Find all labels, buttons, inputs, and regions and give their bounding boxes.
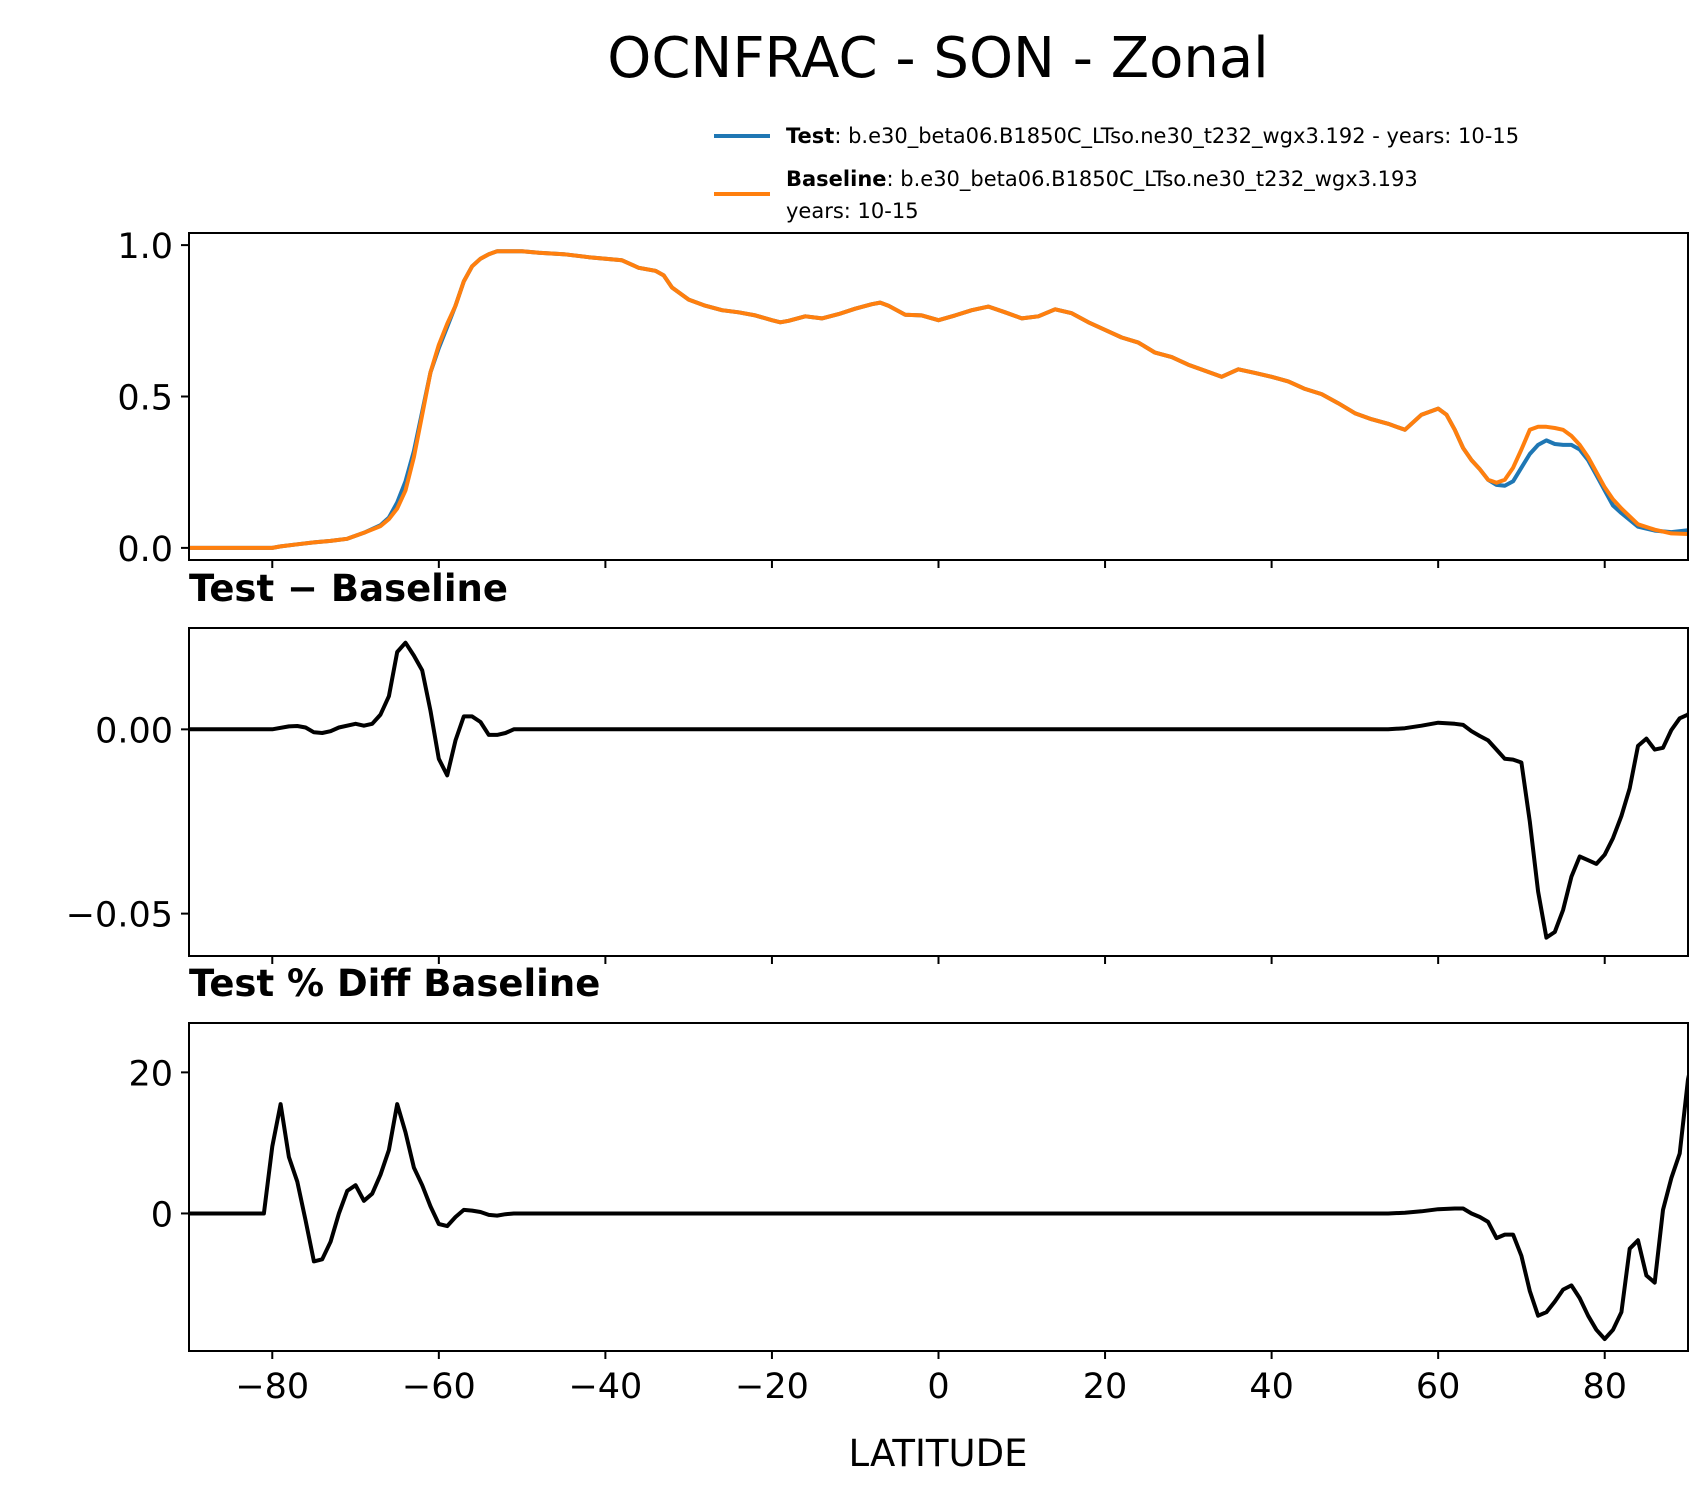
y-tick-label: 0: [151, 1195, 173, 1235]
y-ticks-top: 0.0 0.5 1.0: [117, 227, 189, 570]
panel-title-percent-diff: Test % Diff Baseline: [189, 962, 600, 1005]
panel-top: 0.0 0.5 1.0: [117, 227, 1689, 570]
plot-area-middle: [189, 640, 1688, 940]
y-tick-label: −0.05: [66, 896, 173, 936]
panel-bottom: 20 0 −80 −60 −40 −20 0 20 40 60 80: [128, 1022, 1689, 1407]
x-tick-label: −60: [402, 1367, 476, 1407]
panel-title-difference: Test − Baseline: [189, 567, 508, 610]
x-ticks-middle: [271, 956, 1606, 964]
y-ticks-middle: 0.00 −0.05: [66, 711, 189, 936]
x-tick-label: −80: [235, 1367, 309, 1407]
x-tick-label: 20: [1083, 1367, 1128, 1407]
y-tick-label: 0.0: [117, 530, 173, 570]
axes-frame-middle: [188, 627, 1689, 957]
y-tick-label: 1.0: [117, 227, 173, 267]
baseline-series-line: [189, 249, 1688, 550]
y-tick-label: 20: [128, 1054, 173, 1094]
test-series-line: [189, 249, 1688, 550]
x-tick-label: 0: [927, 1367, 949, 1407]
legend-test-label: Test: b.e30_beta06.B1850C_LTso.ne30_t232…: [786, 124, 1519, 149]
x-ticks-top: [271, 560, 1606, 568]
legend-baseline-label: Baseline: b.e30_beta06.B1850C_LTso.ne30_…: [786, 167, 1418, 192]
plot-area-bottom: [189, 1069, 1688, 1341]
axes-frame-top: [188, 232, 1689, 561]
x-tick-label: 40: [1249, 1367, 1294, 1407]
percent-diff-series-line: [189, 1069, 1688, 1341]
x-axis-label: LATITUDE: [849, 1432, 1028, 1475]
panel-middle: 0.00 −0.05: [66, 627, 1689, 964]
x-tick-label: −20: [735, 1367, 809, 1407]
axes-frame-bottom: [188, 1022, 1689, 1352]
y-ticks-bottom: 20 0: [128, 1054, 189, 1235]
y-tick-label: 0.00: [95, 711, 173, 751]
x-tick-label: −40: [568, 1367, 642, 1407]
x-tick-label: 60: [1416, 1367, 1461, 1407]
plot-area-top: [189, 249, 1688, 550]
difference-series-line: [189, 640, 1688, 940]
legend-baseline-years: years: 10-15: [786, 199, 919, 223]
figure-title: OCNFRAC - SON - Zonal: [607, 26, 1268, 91]
y-tick-label: 0.5: [117, 379, 173, 419]
legend: Test: b.e30_beta06.B1850C_LTso.ne30_t232…: [714, 124, 1519, 223]
x-tick-label: 80: [1582, 1367, 1627, 1407]
x-ticks-bottom: −80 −60 −40 −20 0 20 40 60 80: [235, 1351, 1627, 1407]
